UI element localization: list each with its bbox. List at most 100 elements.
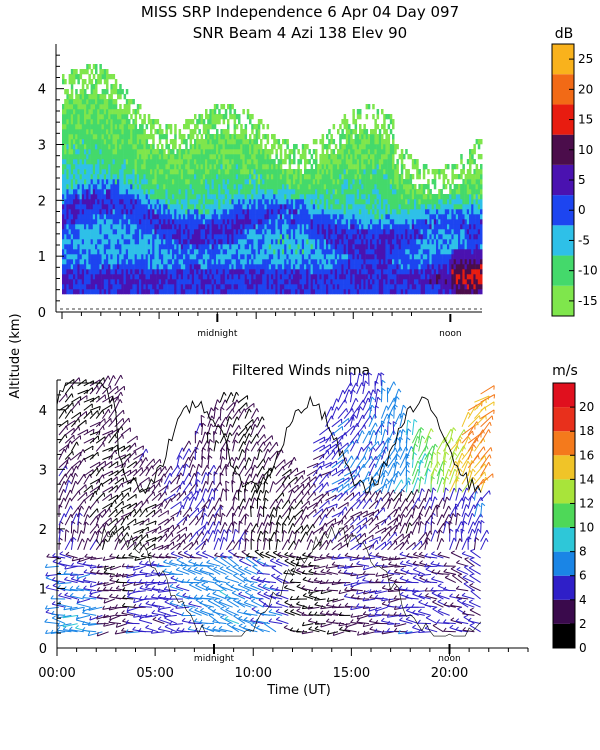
snr-cell <box>235 189 239 195</box>
snr-cell <box>132 259 135 265</box>
snr-cell <box>374 224 377 230</box>
snr-cell <box>222 119 226 125</box>
snr-cell <box>88 274 91 280</box>
snr-cell <box>128 184 131 190</box>
snr-cell <box>73 154 76 160</box>
snr-cell <box>134 279 138 285</box>
snr-cell <box>288 189 292 195</box>
snr-cell <box>106 189 109 195</box>
snr-cell <box>271 269 274 275</box>
snr-cell <box>299 274 303 280</box>
snr-cell <box>315 209 318 215</box>
snr-cell <box>66 144 69 150</box>
snr-cell <box>290 244 294 250</box>
snr-cell <box>205 154 208 160</box>
snr-cell <box>330 224 333 230</box>
snr-cell <box>323 164 327 170</box>
snr-cell <box>260 189 263 195</box>
snr-cell <box>88 189 91 195</box>
snr-cell <box>132 219 135 225</box>
snr-cell <box>154 269 157 275</box>
snr-cell <box>189 184 193 190</box>
snr-cell <box>70 189 74 195</box>
snr-cell <box>273 224 276 230</box>
snr-cell <box>295 179 298 185</box>
snr-cell <box>62 139 65 145</box>
snr-cell <box>196 194 199 200</box>
snr-cell <box>103 99 107 105</box>
snr-cell <box>154 234 157 240</box>
snr-cell <box>279 159 283 165</box>
snr-cell <box>262 229 265 235</box>
snr-cell <box>293 234 296 240</box>
snr-cell <box>227 289 230 295</box>
snr-cell <box>161 249 164 255</box>
snr-cell <box>119 209 122 215</box>
snr-cell <box>242 249 245 255</box>
snr-cell <box>246 284 250 290</box>
snr-cell <box>114 114 118 120</box>
snr-cell <box>121 124 124 130</box>
snr-cell <box>334 184 338 190</box>
snr-cell <box>189 269 193 275</box>
snr-cell <box>123 269 127 275</box>
snr-cell <box>73 174 76 180</box>
snr-cell <box>341 154 344 160</box>
snr-cell <box>240 139 243 145</box>
snr-cell <box>154 204 157 210</box>
snr-cell <box>367 174 371 180</box>
snr-cell <box>75 289 78 295</box>
snr-cell <box>70 104 74 110</box>
snr-cell <box>68 169 72 175</box>
snr-cell <box>229 134 232 140</box>
snr-cell <box>350 154 353 160</box>
snr-cell <box>79 154 83 160</box>
snr-cell <box>185 279 188 285</box>
snr-cell <box>110 234 113 240</box>
snr-cell <box>178 159 182 165</box>
snr-cell <box>86 224 89 230</box>
snr-cell <box>367 284 371 290</box>
snr-cell <box>370 174 373 180</box>
snr-cell <box>374 264 377 270</box>
snr-cell <box>84 219 87 225</box>
snr-cell <box>306 264 309 270</box>
snr-cell <box>350 184 353 190</box>
snr-cell <box>121 114 124 120</box>
snr-cell <box>110 244 113 250</box>
snr-cell <box>273 159 276 165</box>
snr-cell <box>288 164 292 170</box>
snr-cell <box>158 259 162 265</box>
snr-cell <box>172 169 175 175</box>
snr-cell <box>114 234 118 240</box>
snr-cell <box>97 144 100 150</box>
snr-cell <box>376 204 380 210</box>
snr-cell <box>130 149 133 155</box>
snr-cell <box>81 169 85 175</box>
snr-cell <box>275 239 278 245</box>
snr-cell <box>348 199 351 205</box>
snr-cell <box>330 134 333 140</box>
snr-cell <box>97 224 100 230</box>
snr-cell <box>176 279 179 285</box>
snr-cell <box>121 249 124 255</box>
snr-cell <box>70 204 74 210</box>
snr-cell <box>253 179 256 185</box>
snr-cell <box>123 244 127 250</box>
snr-cell <box>150 254 153 260</box>
snr-cell <box>161 129 164 135</box>
snr-cell <box>189 164 193 170</box>
snr-cell <box>205 134 208 140</box>
snr-cell <box>312 259 316 265</box>
snr-cell <box>156 284 160 290</box>
snr-cell <box>147 254 151 260</box>
snr-cell <box>172 209 175 215</box>
snr-cell <box>220 129 223 135</box>
snr-cell <box>220 274 223 280</box>
snr-cell <box>361 159 364 165</box>
snr-cell <box>238 269 241 275</box>
snr-cell <box>191 219 195 225</box>
snr-cell <box>154 264 157 270</box>
snr-cell <box>167 269 171 275</box>
snr-cell <box>378 249 382 255</box>
